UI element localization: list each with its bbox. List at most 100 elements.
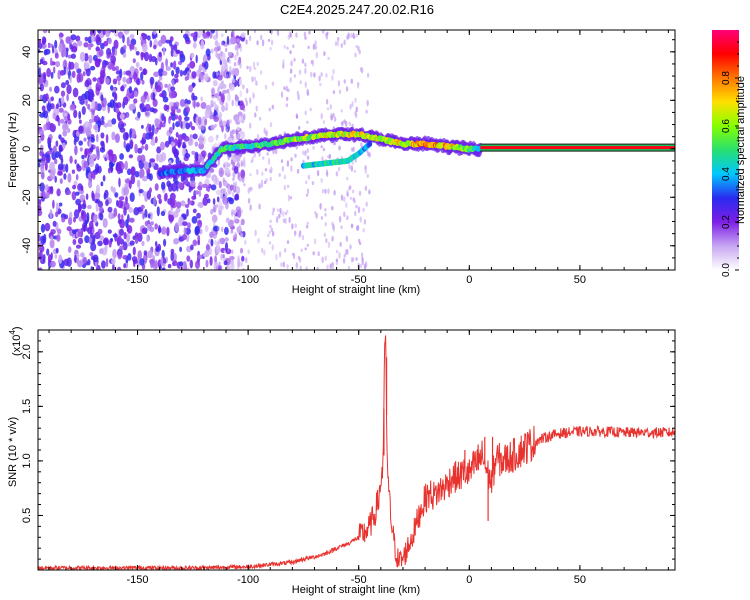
noise-streak [215, 204, 219, 208]
noise-speckle [102, 218, 108, 228]
noise-speckle [78, 203, 81, 214]
noise-streak [306, 188, 310, 194]
noise-speckle [123, 140, 126, 149]
noise-streak [271, 230, 275, 237]
noise-speckle [83, 42, 89, 48]
noise-speckle [207, 135, 214, 143]
noise-speckle [124, 178, 130, 184]
noise-speckle [129, 129, 132, 139]
noise-streak [243, 161, 246, 168]
noise-speckle [84, 36, 89, 42]
noise-speckle [171, 69, 175, 77]
noise-speckle [96, 151, 100, 161]
noise-speckle [46, 150, 52, 155]
noise-speckle [83, 199, 86, 208]
noise-speckle [236, 209, 242, 218]
noise-speckle [77, 237, 84, 245]
noise-speckle [112, 263, 115, 270]
noise-speckle [224, 237, 229, 242]
noise-streak [306, 148, 309, 154]
noise-speckle [93, 124, 98, 130]
noise-speckle [113, 39, 119, 50]
noise-speckle [239, 247, 244, 254]
noise-streak [331, 265, 335, 270]
noise-streak [352, 32, 355, 39]
noise-streak [304, 36, 307, 40]
noise-speckle [90, 266, 94, 270]
noise-streak [283, 248, 287, 253]
noise-speckle [119, 153, 124, 160]
noise-streak [340, 43, 343, 48]
noise-streak [331, 74, 334, 81]
noise-speckle [112, 248, 117, 259]
noise-speckle [49, 170, 56, 180]
noise-speckle [89, 90, 94, 97]
noise-speckle [203, 252, 209, 258]
noise-speckle [138, 159, 145, 170]
noise-speckle [236, 38, 241, 43]
noise-streak [278, 213, 281, 219]
noise-speckle [150, 214, 153, 220]
noise-speckle [52, 220, 57, 227]
noise-speckle [54, 39, 58, 49]
noise-streak [289, 196, 293, 200]
noise-streak [330, 115, 334, 121]
noise-speckle [224, 167, 231, 175]
noise-speckle [55, 61, 61, 68]
noise-streak [337, 37, 340, 42]
noise-speckle [198, 153, 203, 163]
noise-speckle [202, 183, 208, 188]
noise-streak [249, 97, 252, 104]
noise-streak [228, 59, 232, 64]
noise-speckle [170, 198, 175, 208]
x-tick-label: 50 [574, 274, 586, 286]
noise-streak [249, 204, 252, 211]
noise-streak [231, 134, 234, 140]
noise-speckle [122, 254, 128, 260]
noise-speckle [76, 68, 82, 74]
colorbar-tick-label: 0.6 [721, 119, 732, 133]
noise-streak [354, 110, 357, 117]
noise-speckle [213, 225, 220, 232]
noise-streak [343, 119, 346, 124]
noise-streak [292, 252, 296, 260]
noise-speckle [86, 261, 89, 266]
noise-speckle [108, 239, 112, 248]
noise-speckle [161, 249, 165, 259]
noise-speckle [77, 231, 83, 237]
x-tick-label: -100 [237, 274, 259, 286]
noise-speckle [174, 73, 179, 79]
noise-streak [306, 224, 309, 229]
noise-speckle [122, 34, 125, 44]
noise-speckle [54, 254, 58, 259]
noise-speckle [157, 193, 162, 200]
noise-speckle [50, 96, 54, 102]
noise-speckle [84, 52, 89, 62]
noise-streak [295, 113, 298, 118]
noise-speckle [198, 142, 205, 150]
snr-background [38, 330, 675, 570]
noise-streak [282, 210, 285, 217]
noise-speckle [84, 148, 88, 159]
y-tick-label: 20 [21, 94, 33, 106]
noise-speckle [216, 45, 221, 52]
noise-speckle [166, 180, 171, 188]
noise-speckle [102, 175, 106, 182]
noise-speckle [67, 246, 72, 254]
noise-speckle [118, 235, 122, 245]
noise-speckle [72, 239, 77, 245]
noise-streak [271, 211, 275, 216]
noise-streak [325, 171, 329, 178]
noise-speckle [169, 101, 174, 107]
noise-speckle [146, 94, 150, 103]
noise-streak [331, 262, 334, 267]
noise-speckle [193, 99, 196, 109]
noise-streak [275, 216, 279, 224]
noise-speckle [239, 90, 243, 98]
noise-speckle [125, 143, 131, 153]
noise-streak [276, 208, 280, 212]
noise-streak [286, 240, 290, 245]
noise-speckle [109, 99, 115, 109]
snr-scale-suffix: ) [11, 326, 23, 330]
noise-speckle [210, 87, 216, 96]
